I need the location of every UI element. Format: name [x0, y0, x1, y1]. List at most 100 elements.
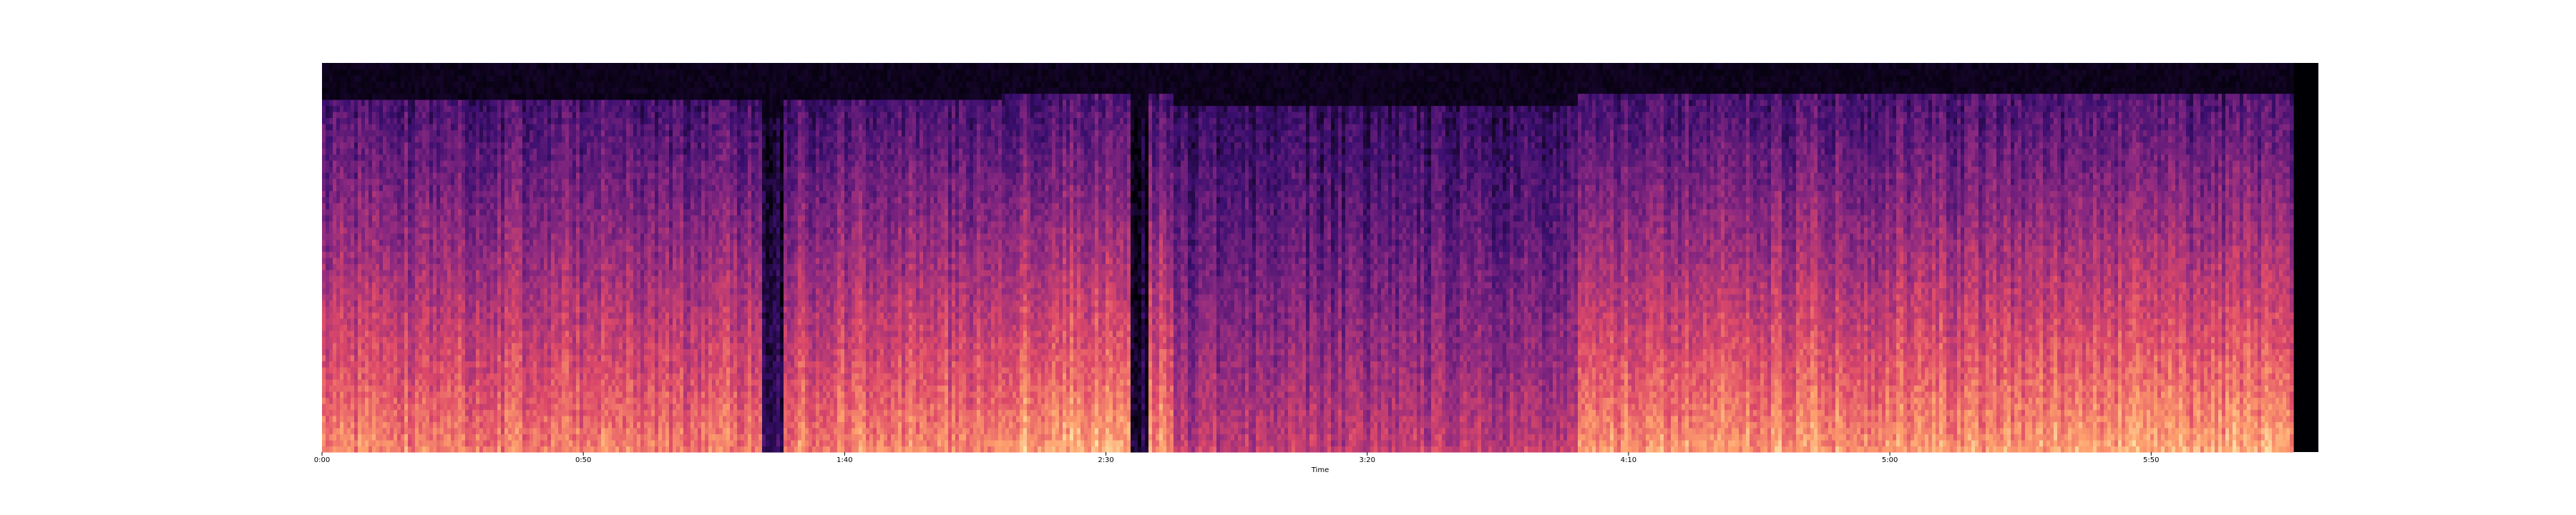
spectrogram-cell — [329, 63, 333, 69]
spectrogram-cell — [340, 118, 344, 124]
spectrogram-cell — [340, 361, 344, 368]
spectrogram-column — [347, 63, 351, 453]
spectrogram-cell — [347, 434, 351, 441]
spectrogram-cell — [336, 215, 341, 222]
spectrogram-cell — [372, 87, 376, 94]
spectrogram-cell — [329, 428, 333, 434]
spectrogram-cell — [329, 386, 333, 392]
spectrogram-cell — [326, 136, 330, 142]
spectrogram-cell — [369, 386, 373, 392]
spectrogram-cell — [343, 391, 348, 398]
spectrogram-cell — [354, 142, 358, 149]
spectrogram-cell — [354, 63, 358, 69]
spectrogram-cell — [369, 112, 373, 118]
spectrogram-cell — [361, 124, 366, 130]
spectrogram-cell — [343, 361, 348, 368]
spectrogram-cell — [365, 191, 369, 197]
spectrogram-cell — [358, 306, 362, 313]
spectrogram-cell — [333, 258, 337, 264]
spectrogram-cell — [351, 69, 355, 76]
spectrogram-cell — [354, 410, 358, 416]
spectrogram-cell — [329, 373, 333, 380]
spectrogram-cell — [336, 69, 341, 76]
spectrogram-cell — [347, 361, 351, 368]
spectrogram-cell — [376, 330, 380, 337]
spectrogram-cell — [351, 313, 355, 319]
spectrogram-cell — [365, 434, 369, 441]
spectrogram-cell — [376, 94, 380, 100]
spectrogram-cell — [351, 355, 355, 361]
spectrogram-cell — [354, 337, 358, 343]
spectrogram-cell — [347, 215, 351, 222]
spectrogram-cell — [376, 203, 380, 210]
spectrogram-cell — [347, 142, 351, 149]
spectrogram-cell — [369, 337, 373, 343]
spectrogram-cell — [376, 167, 380, 173]
spectrogram-cell — [329, 215, 333, 222]
spectrogram-cell — [347, 118, 351, 124]
spectrogram-cell — [361, 276, 366, 283]
spectrogram-cell — [365, 167, 369, 173]
spectrogram-cell — [347, 221, 351, 227]
spectrogram-cell — [322, 106, 326, 112]
spectrogram-cell — [347, 227, 351, 234]
spectrogram-cell — [358, 434, 362, 441]
spectrogram-cell — [322, 118, 326, 124]
spectrogram-cell — [361, 106, 366, 112]
spectrogram-cell — [376, 185, 380, 191]
spectrogram-cell — [326, 300, 330, 307]
spectrogram-cell — [369, 154, 373, 161]
spectrogram-cell — [369, 69, 373, 76]
spectrogram-cell — [336, 337, 341, 343]
spectrogram-cell — [343, 367, 348, 373]
spectrogram-cell — [347, 386, 351, 392]
spectrogram-cell — [365, 160, 369, 167]
spectrogram-cell — [333, 434, 337, 441]
spectrogram-cell — [354, 294, 358, 300]
spectrogram-cell — [336, 240, 341, 246]
spectrogram-cell — [347, 403, 351, 410]
spectrogram-cell — [365, 270, 369, 276]
spectrogram-cell — [340, 167, 344, 173]
spectrogram-cell — [322, 264, 326, 270]
spectrogram-cell — [336, 440, 341, 446]
spectrogram-cell — [326, 313, 330, 319]
spectrogram-cell — [365, 118, 369, 124]
spectrogram-cell — [347, 197, 351, 203]
spectrogram-cell — [354, 367, 358, 373]
spectrogram-cell — [329, 136, 333, 142]
spectrogram-column — [361, 63, 366, 453]
spectrogram-cell — [354, 209, 358, 215]
spectrogram-cell — [329, 349, 333, 355]
spectrogram-cell — [379, 306, 384, 313]
spectrogram-cell — [376, 148, 380, 154]
spectrogram-cell — [340, 258, 344, 264]
spectrogram-cell — [379, 428, 384, 434]
spectrogram-cell — [365, 203, 369, 210]
spectrogram-cell — [365, 112, 369, 118]
spectrogram-cell — [333, 233, 337, 240]
spectrogram-cell — [351, 233, 355, 240]
spectrogram-cell — [333, 191, 337, 197]
spectrogram-cell — [376, 136, 380, 142]
spectrogram-cell — [365, 264, 369, 270]
spectrogram-cell — [343, 99, 348, 106]
spectrogram-cell — [351, 258, 355, 264]
spectrogram-cell — [322, 258, 326, 264]
spectrogram-cell — [372, 410, 376, 416]
spectrogram-cell — [340, 313, 344, 319]
spectrogram-cell — [336, 306, 341, 313]
spectrogram-cell — [329, 167, 333, 173]
spectrogram-cell — [379, 434, 384, 441]
spectrogram-cell — [343, 386, 348, 392]
spectrogram-cell — [376, 118, 380, 124]
spectrogram-cell — [333, 373, 337, 380]
spectrogram-cell — [333, 337, 337, 343]
spectrogram-cell — [376, 75, 380, 82]
spectrogram-cell — [365, 82, 369, 88]
spectrogram-cell — [365, 306, 369, 313]
spectrogram-cell — [358, 154, 362, 161]
spectrogram-cell — [351, 330, 355, 337]
spectrogram-cell — [369, 167, 373, 173]
spectrogram-cell — [358, 69, 362, 76]
